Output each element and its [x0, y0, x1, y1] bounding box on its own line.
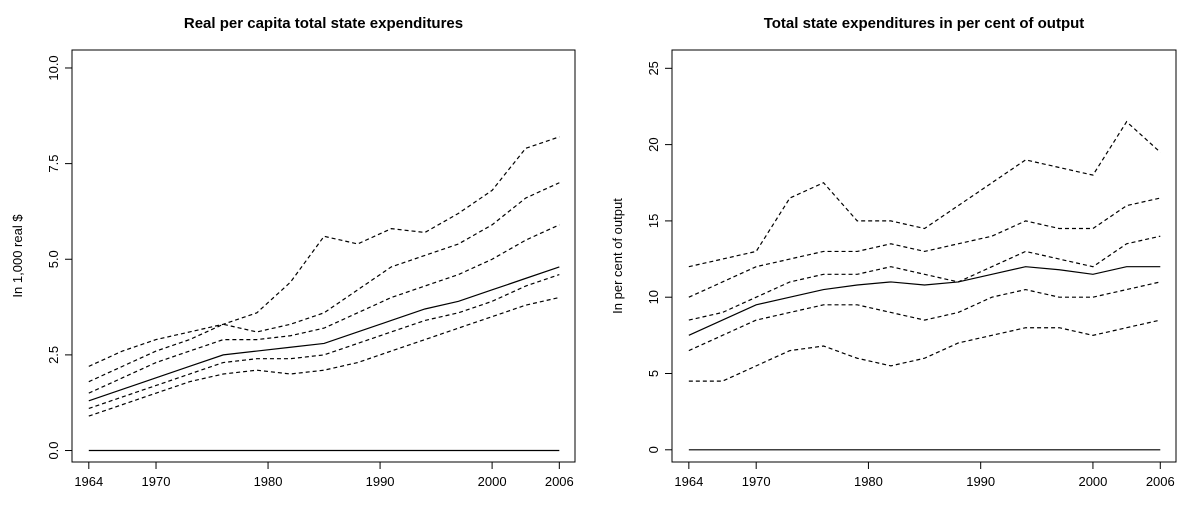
y-tick-label: 7.5	[46, 155, 61, 173]
y-tick-label: 10.0	[46, 55, 61, 80]
y-tick-label: 5.0	[46, 250, 61, 268]
x-tick-label: 1980	[854, 474, 883, 489]
x-tick-label: 2000	[1078, 474, 1107, 489]
x-tick-label: 1980	[254, 474, 283, 489]
panel: Real per capita total state expenditures…	[10, 15, 576, 489]
y-tick-label: 2.5	[46, 346, 61, 364]
y-tick-label: 25	[646, 61, 661, 75]
y-tick-label: 0.0	[46, 441, 61, 459]
x-tick-label: 2000	[478, 474, 507, 489]
y-tick-label: 20	[646, 137, 661, 151]
plot-box	[671, 49, 1177, 463]
x-tick-label: 1990	[966, 474, 995, 489]
series-line	[688, 235, 1161, 321]
series-line	[88, 266, 560, 402]
series-line	[88, 182, 560, 383]
x-tick-label: 1970	[742, 474, 771, 489]
series-line	[688, 197, 1161, 298]
x-tick-label: 1964	[74, 474, 103, 489]
x-tick-label: 1964	[674, 474, 703, 489]
y-tick-label: 10	[646, 290, 661, 304]
y-tick-label: 0	[646, 446, 661, 453]
x-tick-label: 1990	[366, 474, 395, 489]
panel: Total state expenditures in per cent of …	[610, 15, 1177, 489]
series-line	[88, 273, 560, 410]
series-line	[688, 120, 1161, 268]
chart-title: Total state expenditures in per cent of …	[764, 15, 1085, 32]
series-line	[688, 266, 1161, 336]
x-tick-label: 2006	[545, 474, 574, 489]
x-tick-label: 1970	[142, 474, 171, 489]
series-line	[88, 224, 560, 394]
y-axis-label: In 1,000 real $	[10, 214, 25, 298]
chart-title: Real per capita total state expenditures	[184, 15, 463, 32]
y-tick-label: 5	[646, 370, 661, 377]
series-line	[88, 136, 560, 367]
series-line	[688, 281, 1161, 352]
series-line	[688, 319, 1161, 382]
y-tick-label: 15	[646, 214, 661, 228]
y-axis-label: In per cent of output	[610, 198, 625, 314]
plot-box	[71, 49, 576, 463]
series-line	[88, 296, 560, 417]
x-tick-label: 2006	[1146, 474, 1175, 489]
